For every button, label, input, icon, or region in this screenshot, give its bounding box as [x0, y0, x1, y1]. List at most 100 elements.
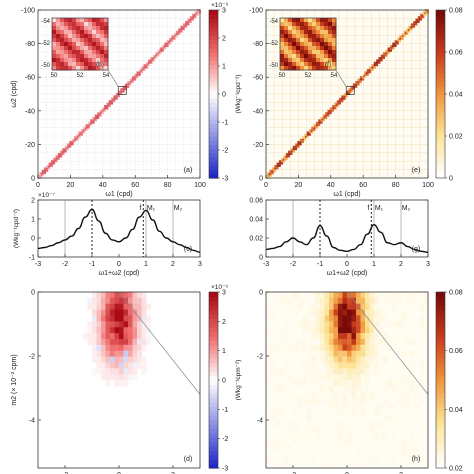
colorbar-tick-label: 0.04 [449, 92, 463, 99]
colorbar-cell [436, 131, 445, 137]
heat-cell [132, 315, 138, 322]
inset-cell [332, 66, 337, 71]
panel-g: f M₁ M₂ -3 -2 -1 0 1 2 3 0.06 0.04 0.02 0 ω1+ω2 (cpd) (… [249, 198, 430, 278]
x-tick-label: 1 [144, 261, 148, 268]
inset-cell [296, 18, 301, 23]
inset-cell [308, 34, 313, 39]
inset-label: (f) [325, 61, 331, 68]
inset-cell [300, 26, 305, 31]
heat-cell [101, 350, 106, 358]
heat-cell [119, 356, 124, 363]
heat-cell [419, 303, 424, 311]
heat-cell [119, 303, 124, 311]
inset-cell [96, 34, 101, 39]
heat-cell [114, 362, 120, 369]
colorbar-cell [436, 322, 445, 328]
heat-cell [378, 338, 384, 346]
x-tick-label: 0 [345, 261, 349, 268]
heat-cell [119, 368, 124, 375]
heat-cell [128, 327, 133, 334]
heat-cell [405, 397, 411, 404]
heat-cell [338, 303, 343, 311]
heat-cell [351, 356, 357, 363]
heat-cell [284, 297, 289, 305]
colorbar-cell [209, 31, 218, 36]
inset-cell [320, 54, 325, 59]
heat-cell [105, 333, 111, 340]
colorbar-tick-label: 2 [222, 319, 226, 326]
inset-cell [64, 26, 69, 31]
heat-cell [110, 368, 115, 375]
heat-cell [306, 327, 312, 334]
heat-cell [119, 380, 124, 387]
inset-cell [104, 38, 109, 43]
y-tick-label: -1 [29, 255, 35, 262]
inset-cell [88, 26, 93, 31]
heat-cell [365, 309, 370, 316]
heat-cell [396, 421, 402, 428]
heat-cell [324, 350, 330, 358]
diagonal-cell [387, 47, 392, 52]
heat-cell [119, 327, 124, 334]
colorbar-cell [209, 35, 218, 40]
colorbar-cell [209, 309, 218, 315]
colorbar-cell [436, 406, 445, 412]
heat-cell [347, 432, 352, 440]
heat-cell [360, 303, 366, 311]
inset-cell [316, 26, 321, 31]
heat-cell [132, 368, 138, 375]
colorbar-cell [209, 375, 218, 381]
y-tick-label: 0.06 [249, 198, 263, 205]
colorbar-cell [436, 340, 445, 346]
colorbar-cell [436, 432, 445, 438]
heat-cell [329, 356, 334, 363]
heat-cell [123, 333, 129, 340]
diagonal-cell [341, 95, 346, 100]
inset-cell [288, 22, 293, 27]
inset-cell [292, 42, 297, 47]
heat-cell [96, 309, 102, 316]
heat-cell [374, 356, 379, 363]
diagonal-cell [318, 119, 323, 124]
inset-cell [308, 18, 313, 23]
colorbar-cell [209, 81, 218, 87]
x-tick-label: -1 [317, 261, 323, 268]
inset-cell [288, 50, 293, 55]
y-tick-label: -80 [25, 41, 35, 48]
colorbar-frame [435, 291, 446, 469]
inset-cell [308, 54, 313, 59]
inset-cell [52, 26, 57, 31]
heat-cell [360, 297, 366, 305]
heat-cell [96, 327, 102, 334]
colorbar-cell [436, 35, 445, 40]
inset-cell [68, 42, 73, 47]
heat-cell [338, 321, 343, 328]
heat-cell [360, 321, 366, 328]
x-tick-label: 100 [422, 182, 434, 189]
diagonal-cell [369, 66, 374, 71]
inset-cell [84, 58, 89, 63]
heat-cell [369, 315, 375, 322]
inset-cell [92, 18, 97, 23]
heat-cell [365, 380, 370, 387]
heat-cell [392, 338, 397, 346]
colorbar-cell [436, 136, 445, 141]
heat-cell [288, 374, 294, 381]
heat-cell [315, 297, 321, 305]
heat-cell [302, 321, 307, 328]
heat-cell [128, 292, 133, 299]
inset-cell [332, 34, 337, 39]
heat-cell [365, 350, 370, 358]
heat-cell [83, 333, 88, 340]
heat-cell [128, 356, 133, 363]
inset-cell [316, 38, 321, 43]
zoom-box [345, 86, 355, 95]
heat-cell [356, 338, 361, 346]
heat-cell [356, 368, 361, 375]
heat-cell [320, 338, 325, 346]
heat-cell [288, 421, 294, 428]
colorbar-e: 0.08 0.06 0.04 0.02 0 [435, 8, 463, 183]
colorbar-cell [436, 296, 445, 302]
colorbar-label: (Wkg⁻¹cpm⁻²) [235, 360, 242, 401]
heat-cell [114, 368, 120, 375]
